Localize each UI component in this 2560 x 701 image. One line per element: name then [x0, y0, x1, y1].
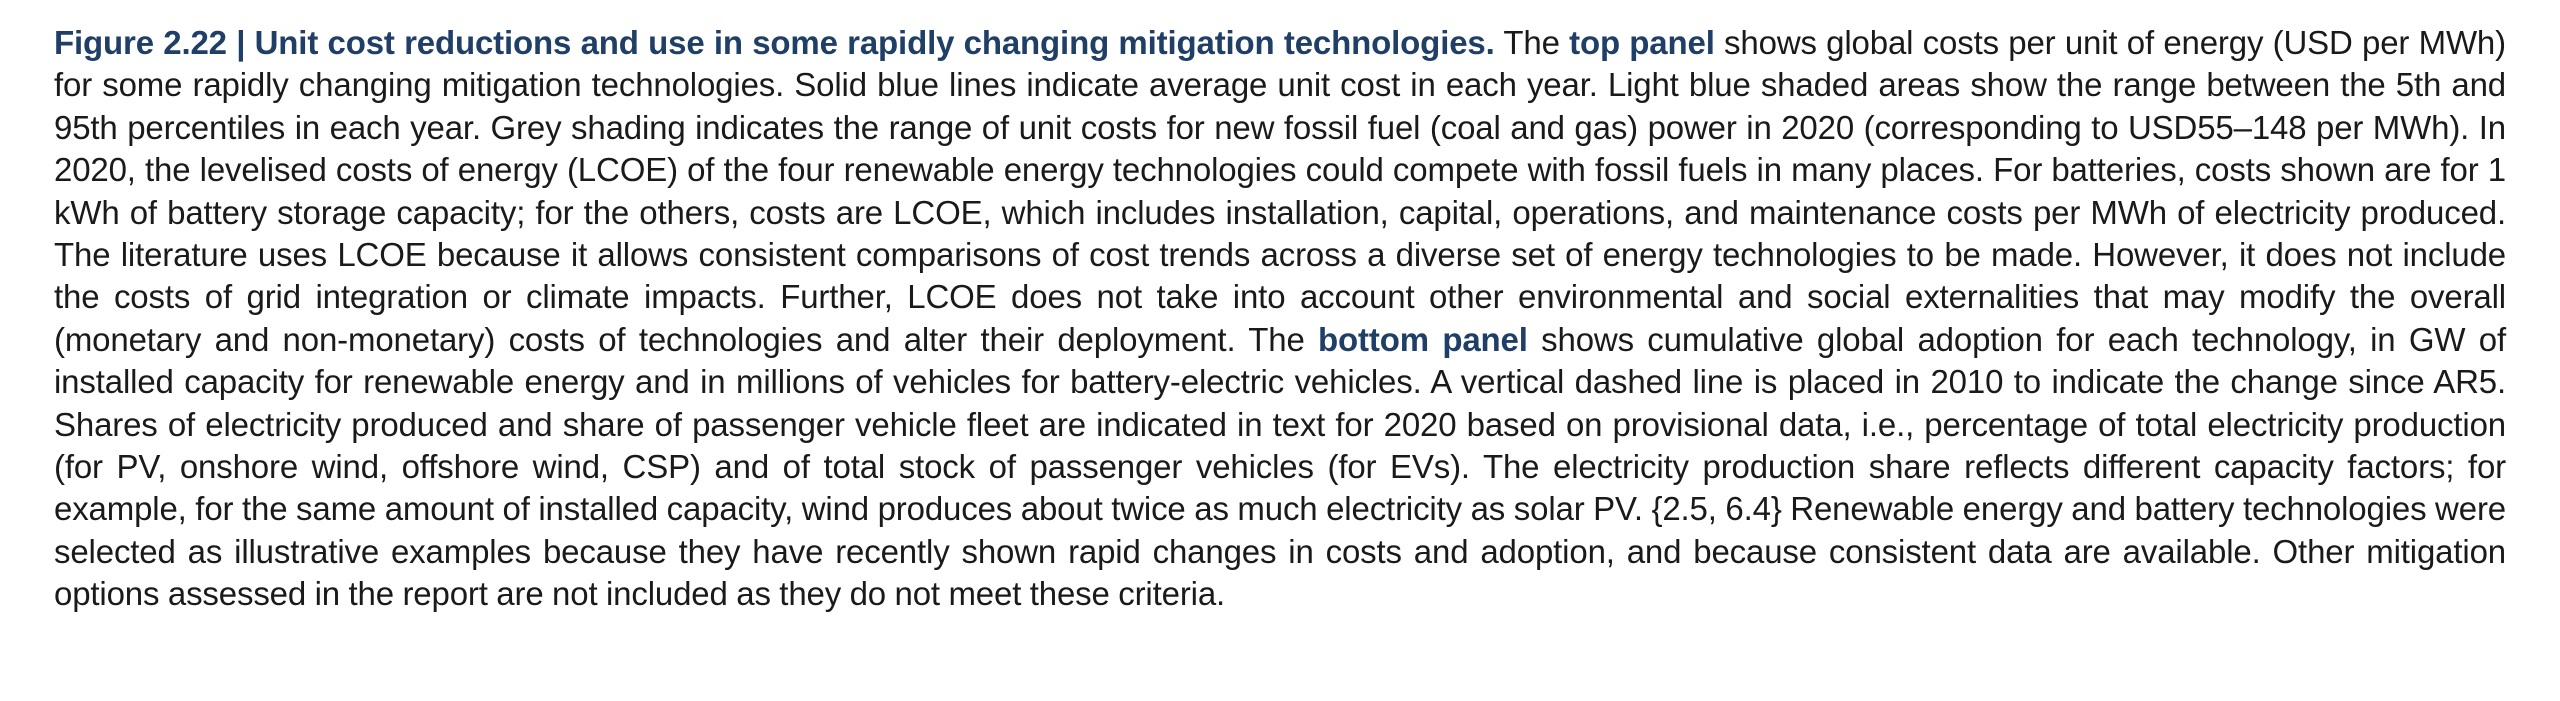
- caption-text-top-panel: shows global costs per unit of energy (U…: [54, 24, 2506, 358]
- figure-caption: Figure 2.22 | Unit cost reductions and u…: [54, 22, 2506, 616]
- figure-label: Figure 2.22 | Unit cost reductions and u…: [54, 24, 1495, 61]
- bottom-panel-keyword: bottom panel: [1318, 320, 1528, 358]
- caption-text-bottom-panel: shows cumulative global adoption for eac…: [54, 320, 2506, 613]
- top-panel-keyword: top panel: [1569, 24, 1715, 61]
- caption-text-intro: The: [1494, 24, 1570, 61]
